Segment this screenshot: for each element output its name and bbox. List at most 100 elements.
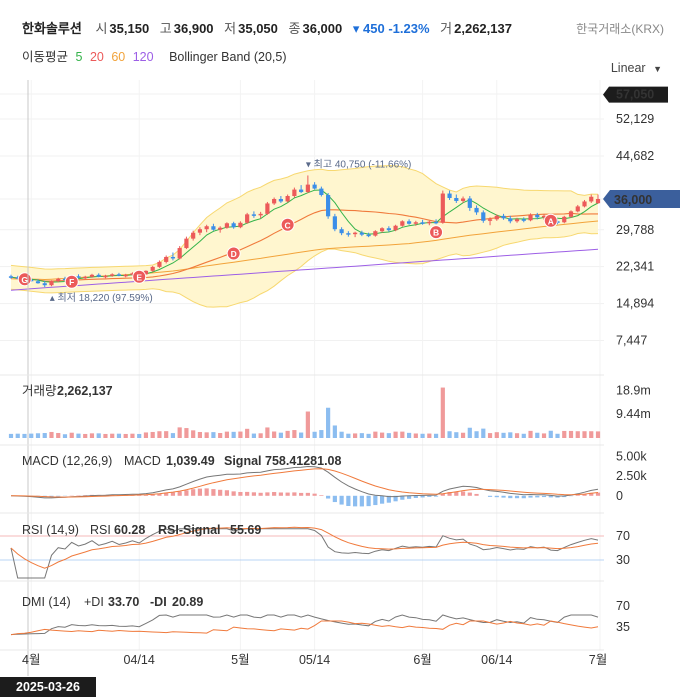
candle-body bbox=[501, 215, 506, 219]
signal-marker-label: G bbox=[21, 275, 28, 285]
macd-panel-label: MACD (12,26,9) bbox=[22, 454, 112, 468]
candle-body bbox=[535, 214, 540, 218]
volume-bar bbox=[420, 433, 425, 438]
signal-marker-A bbox=[543, 213, 558, 228]
high-value: 36,900 bbox=[173, 21, 214, 36]
candle-body bbox=[568, 211, 574, 217]
macd-histogram-bar bbox=[258, 492, 263, 496]
volume-bar bbox=[508, 432, 513, 438]
candle-body bbox=[332, 216, 337, 230]
candle-body bbox=[83, 276, 88, 279]
candle-body bbox=[191, 232, 196, 239]
candle-body bbox=[278, 198, 283, 202]
macd-histogram-bar bbox=[231, 491, 236, 496]
candle-body bbox=[474, 207, 479, 213]
price-axis-label: 44,682 bbox=[616, 149, 654, 163]
macd-histogram-bar bbox=[433, 495, 439, 497]
volume-panel-value: 2,262,137 bbox=[57, 384, 113, 398]
candle-body bbox=[528, 214, 533, 221]
candle-body bbox=[245, 214, 250, 223]
macd-signal-line bbox=[11, 468, 599, 498]
signal-marker-label: F bbox=[69, 277, 74, 287]
volume-bar bbox=[164, 431, 169, 438]
macd-histogram-bar bbox=[541, 495, 547, 498]
volume-bar bbox=[433, 433, 439, 438]
macd-histogram-bar bbox=[332, 495, 337, 503]
candle-body bbox=[76, 276, 81, 278]
candle-body bbox=[386, 228, 391, 231]
change-value: ▾ 450 bbox=[352, 21, 385, 36]
ma-legend[interactable]: 이동평균 5 20 60 120 Bollinger Band (20,5) bbox=[22, 46, 291, 65]
candle-body bbox=[460, 198, 466, 201]
candle-body bbox=[56, 278, 61, 282]
volume-bar bbox=[22, 433, 27, 438]
candle-body bbox=[197, 229, 203, 233]
volume-bar bbox=[103, 433, 108, 438]
volume-bar bbox=[393, 431, 398, 438]
volume-bar bbox=[8, 433, 14, 438]
candle-body bbox=[251, 214, 256, 216]
x-axis-label: 06/14 bbox=[481, 653, 512, 667]
x-axis-label: 4월 bbox=[22, 653, 40, 667]
macd-histogram-bar bbox=[305, 492, 310, 496]
macd-histogram-bar bbox=[555, 495, 560, 498]
macd-histogram-bar bbox=[204, 488, 209, 496]
candle-body bbox=[406, 221, 412, 224]
close-value: 36,000 bbox=[302, 21, 343, 36]
volume-bar bbox=[137, 433, 142, 438]
candle-body bbox=[238, 222, 243, 228]
scale-selector[interactable]: Linear ▼ bbox=[611, 61, 662, 75]
minus-di-line bbox=[10, 620, 599, 636]
candle-body bbox=[89, 274, 95, 277]
last-price-badge-text: 36,000 bbox=[614, 193, 652, 207]
signal-marker-label: C bbox=[285, 220, 291, 230]
cursor-date-badge: 2025-03-26 bbox=[0, 677, 96, 697]
macd-histogram-bar bbox=[143, 494, 149, 496]
candle-body bbox=[595, 198, 601, 204]
candle-body bbox=[103, 275, 108, 278]
ma120-line bbox=[10, 248, 599, 291]
candle-body bbox=[157, 261, 162, 267]
candle-body bbox=[130, 273, 135, 275]
candle-body bbox=[562, 216, 567, 223]
candle-body bbox=[494, 215, 499, 220]
candle-body bbox=[49, 281, 54, 286]
macd-histogram-bar bbox=[454, 491, 459, 496]
scale-selector-label: Linear bbox=[610, 61, 646, 75]
candle-body bbox=[184, 238, 189, 249]
candle-body bbox=[150, 266, 155, 271]
volume-bar bbox=[359, 433, 364, 438]
price-axis-label: 7,447 bbox=[616, 333, 647, 347]
macd-histogram-bar bbox=[413, 495, 418, 498]
volume-bar bbox=[96, 433, 101, 438]
candle-body bbox=[110, 274, 115, 276]
volume-bar bbox=[231, 431, 236, 438]
candle-body bbox=[305, 184, 310, 193]
volume-bar bbox=[204, 432, 209, 438]
candle-body bbox=[299, 189, 304, 193]
bollinger-lower-line bbox=[10, 232, 599, 308]
volume-bar bbox=[514, 433, 520, 438]
macd-histogram-bar bbox=[373, 495, 378, 506]
candle-body bbox=[15, 277, 20, 279]
rsi-signal-line bbox=[10, 526, 599, 569]
volume-bar bbox=[575, 431, 580, 438]
candle-body bbox=[272, 198, 277, 204]
macd-histogram-bar bbox=[272, 492, 277, 496]
low-value: 35,050 bbox=[238, 21, 278, 36]
volume-label: 거 bbox=[440, 21, 453, 36]
volume-bar bbox=[299, 432, 304, 438]
volume-bar bbox=[386, 433, 391, 438]
volume-bar bbox=[454, 432, 459, 438]
volume-bar bbox=[62, 434, 68, 438]
change-percent: -1.23% bbox=[388, 21, 430, 36]
candle-body bbox=[427, 221, 432, 224]
macd-signal-label: Signal bbox=[224, 454, 262, 468]
volume-bar bbox=[116, 433, 122, 438]
volume-bar bbox=[292, 430, 297, 438]
ma20-line bbox=[10, 209, 598, 282]
macd-histogram-bar bbox=[521, 495, 526, 499]
volume-bar bbox=[501, 432, 506, 438]
dmi-axis-label: 35 bbox=[616, 620, 630, 634]
